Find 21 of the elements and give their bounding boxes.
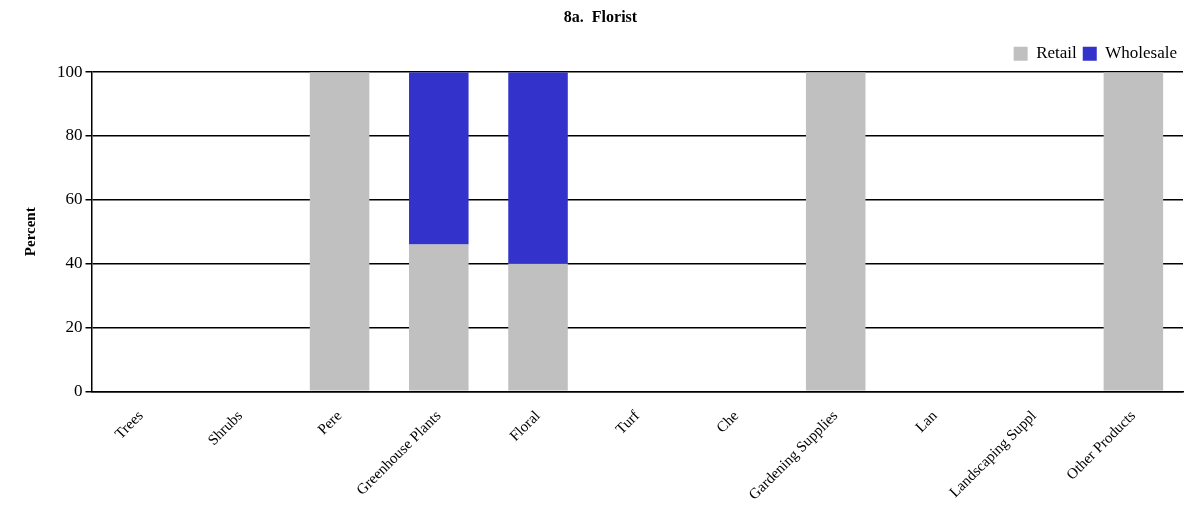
bar	[409, 244, 469, 391]
x-tick-label: Lan	[912, 406, 941, 436]
bar	[508, 263, 568, 391]
bar	[508, 72, 568, 264]
x-tick-label: Turf	[612, 407, 643, 438]
y-tick-label: 60	[65, 189, 83, 209]
legend-label: Retail	[1036, 43, 1078, 63]
y-tick-label: 40	[65, 253, 83, 273]
y-tick-label: 80	[65, 125, 83, 145]
y-tick-label: 20	[65, 316, 83, 336]
y-tick-label: 0	[74, 380, 83, 400]
y-tick-label: 100	[57, 61, 83, 81]
x-tick-label: Che	[712, 407, 742, 436]
bar	[409, 72, 469, 245]
legend-label: Wholesale	[1105, 43, 1178, 63]
chart-title: 8a. Florist	[563, 7, 638, 25]
bar	[309, 72, 370, 391]
bar	[1103, 72, 1164, 391]
y-axis-title: Percent	[21, 207, 38, 257]
bar	[805, 72, 866, 391]
x-tick-label: Pere	[314, 407, 345, 438]
